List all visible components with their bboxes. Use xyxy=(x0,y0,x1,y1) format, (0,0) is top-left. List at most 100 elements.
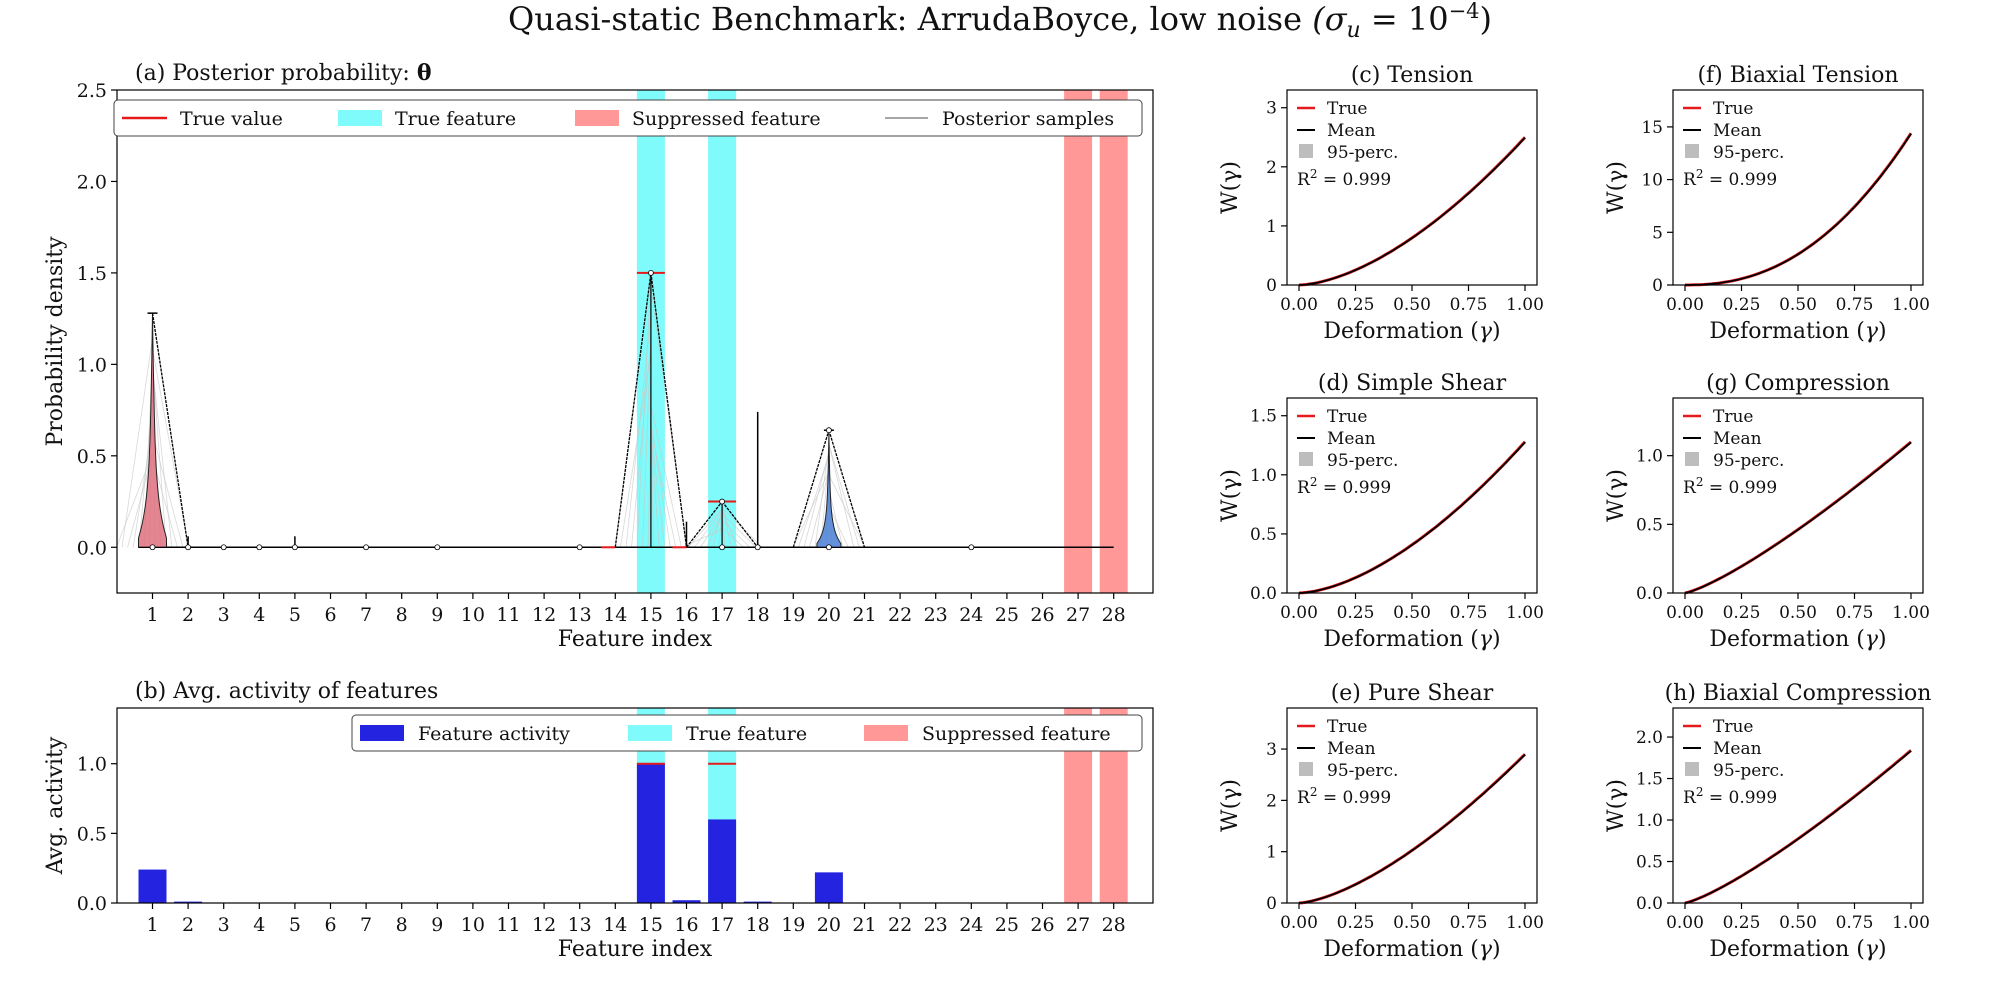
x-tick-label: 10 xyxy=(461,914,485,936)
y-tick-label: 1.0 xyxy=(1250,466,1277,486)
legend-label: 95-perc. xyxy=(1327,761,1398,781)
legend-label: True xyxy=(1327,717,1367,737)
r2-label: R2 = 0.999 xyxy=(1683,167,1777,190)
violin-median xyxy=(720,545,725,550)
x-tick-label: 18 xyxy=(746,604,770,626)
x-tick-label: 12 xyxy=(532,604,556,626)
legend-label: True xyxy=(1713,407,1753,427)
x-tick-label: 20 xyxy=(817,604,841,626)
y-tick-label: 0 xyxy=(1266,894,1277,914)
x-axis-label: Feature index xyxy=(558,627,713,652)
violin-median xyxy=(648,270,653,275)
y-axis-label: W(γ) xyxy=(1604,779,1629,832)
x-tick-label: 18 xyxy=(746,914,770,936)
y-tick-label: 0.5 xyxy=(77,823,107,845)
x-tick-label: 1.00 xyxy=(1506,603,1544,623)
r2-label: R2 = 0.999 xyxy=(1297,167,1391,190)
panel-g: 0.00.51.00.00 0.25 0.50 0.75 1.00Deformation… xyxy=(1604,371,1930,652)
r2-label: R2 = 0.999 xyxy=(1683,785,1777,808)
x-tick-label: 17 xyxy=(710,604,734,626)
legend-label: True feature xyxy=(395,108,516,130)
violin-median xyxy=(221,545,226,550)
y-tick-label: 1.0 xyxy=(77,754,107,776)
x-tick-label: 0.25 xyxy=(1337,603,1375,623)
legend-perc-swatch xyxy=(1685,452,1699,466)
y-tick-label: 1.5 xyxy=(77,263,107,285)
x-tick-label: 0.50 xyxy=(1779,603,1817,623)
x-tick-label: 15 xyxy=(639,914,663,936)
legend-label: True xyxy=(1713,99,1753,119)
legend-true-feature-swatch xyxy=(628,725,672,741)
x-tick-label: 9 xyxy=(431,914,443,936)
suppressed-feature-band xyxy=(1064,90,1092,593)
x-axis-label: Deformation (γ) xyxy=(1323,937,1500,962)
x-tick-label: 1.00 xyxy=(1506,295,1544,315)
legend-label: True xyxy=(1327,407,1367,427)
violin-median xyxy=(257,545,262,550)
x-tick-label: 2 xyxy=(182,604,194,626)
violin-median xyxy=(364,545,369,550)
y-tick-label: 3 xyxy=(1266,740,1277,760)
panel-b-legend: Feature activity True feature Suppressed f… xyxy=(352,715,1142,751)
legend-label: True feature xyxy=(686,723,807,745)
x-tick-label: 16 xyxy=(674,604,698,626)
x-tick-label: 0.25 xyxy=(1337,295,1375,315)
y-tick-label: 0.5 xyxy=(1636,515,1663,535)
legend-label: 95-perc. xyxy=(1713,143,1784,163)
legend-label: 95-perc. xyxy=(1713,451,1784,471)
x-tick-label: 4 xyxy=(253,604,265,626)
y-tick-label: 0 xyxy=(1266,276,1277,296)
panel-c: 0 1 2 3 0.00 0.25 0.50 0.75 1.00 Deformation (γ) W… xyxy=(1218,63,1544,344)
legend-perc-swatch xyxy=(1299,762,1313,776)
x-tick-label: 26 xyxy=(1030,914,1054,936)
x-tick-label: 7 xyxy=(360,914,372,936)
x-tick-label: 1.00 xyxy=(1892,913,1930,933)
y-axis-label: W(γ) xyxy=(1218,161,1243,214)
panel-title: (d) Simple Shear xyxy=(1318,371,1507,396)
y-tick-label: 1.5 xyxy=(1636,770,1663,790)
x-tick-label: 19 xyxy=(781,604,805,626)
panel-a: 0.00.51.01.52.02.51 2 3 4 5 6 7 8 9 10 11 12 13 14 15 1… xyxy=(43,60,1153,652)
x-tick-label: 25 xyxy=(995,604,1019,626)
x-tick-label: 21 xyxy=(852,604,876,626)
x-tick-label: 0.50 xyxy=(1779,913,1817,933)
activity-bar xyxy=(815,872,843,903)
y-tick-label: 10 xyxy=(1641,171,1663,191)
violin-median xyxy=(826,428,831,433)
x-tick-label: 0.75 xyxy=(1836,603,1874,623)
legend-suppressed-swatch xyxy=(864,725,908,741)
y-tick-label: 5 xyxy=(1652,223,1663,243)
x-tick-label: 19 xyxy=(781,914,805,936)
y-tick-label: 1.0 xyxy=(77,354,107,376)
legend-label: Feature activity xyxy=(418,723,570,745)
y-tick-label: 2 xyxy=(1266,158,1277,178)
x-tick-label: 0.50 xyxy=(1393,295,1431,315)
y-tick-label: 0.0 xyxy=(1636,584,1663,604)
x-tick-label: 20 xyxy=(817,914,841,936)
x-tick-label: 23 xyxy=(924,604,948,626)
x-tick-label: 3 xyxy=(218,914,230,936)
panel-d: 0.00.51.01.50.00 0.25 0.50 0.75 1.00Deformat… xyxy=(1218,371,1544,652)
suppressed-feature-band xyxy=(1100,90,1128,593)
y-tick-label: 1 xyxy=(1266,217,1277,237)
y-tick-label: 1 xyxy=(1266,843,1277,863)
legend-label: True value xyxy=(180,108,283,130)
x-tick-label: 0.00 xyxy=(1666,603,1704,623)
x-tick-label: 14 xyxy=(603,604,627,626)
x-tick-label: 8 xyxy=(396,604,408,626)
y-tick-label: 1.0 xyxy=(1636,811,1663,831)
legend-label: Mean xyxy=(1327,429,1376,449)
x-tick-label: 17 xyxy=(710,914,734,936)
x-tick-label: 2 xyxy=(182,914,194,936)
x-tick-label: 0.25 xyxy=(1337,913,1375,933)
x-tick-label: 0.00 xyxy=(1280,295,1318,315)
y-tick-label: 0 xyxy=(1652,276,1663,296)
x-tick-label: 0.75 xyxy=(1450,295,1488,315)
y-tick-label: 0.5 xyxy=(1250,525,1277,545)
x-tick-label: 0.00 xyxy=(1666,295,1704,315)
legend-label: Mean xyxy=(1713,739,1762,759)
x-tick-label: 0.50 xyxy=(1779,295,1817,315)
legend-label: Mean xyxy=(1327,739,1376,759)
x-axis-label: Feature index xyxy=(558,937,713,962)
x-tick-label: 27 xyxy=(1066,604,1090,626)
